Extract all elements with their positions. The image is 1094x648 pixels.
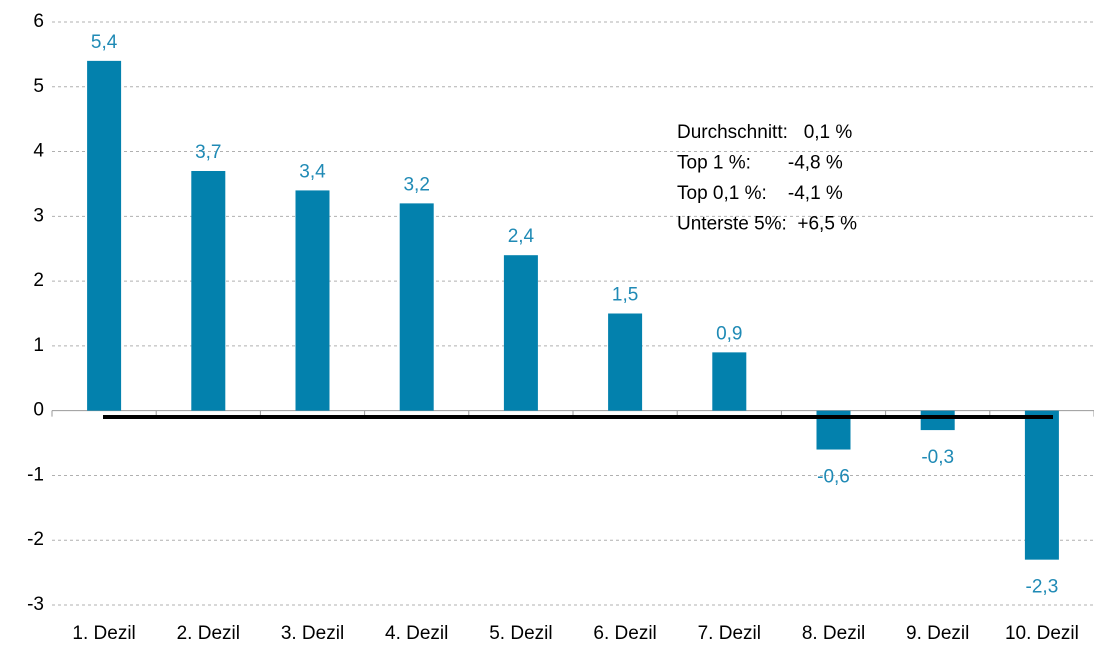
x-tick-label: 10. Dezil: [1005, 623, 1079, 644]
x-tick-label: 1. Dezil: [72, 623, 135, 644]
x-tick-label: 6. Dezil: [593, 623, 656, 644]
y-tick-label: 6: [33, 11, 44, 32]
bar: [1024, 410, 1059, 560]
value-label: 2,4: [508, 226, 535, 247]
x-tick-label: 5. Dezil: [489, 623, 552, 644]
x-tick-label: 7. Dezil: [698, 623, 761, 644]
y-tick-label: 1: [33, 335, 44, 356]
value-label: -2,3: [1026, 577, 1059, 598]
value-label: 3,7: [195, 142, 221, 163]
y-tick-label: 2: [33, 270, 44, 291]
value-label: -0,6: [817, 467, 850, 488]
value-label: 3,4: [299, 161, 326, 182]
annotation: Unterste 5%: +6,5 %: [677, 214, 857, 235]
x-tick-label: 8. Dezil: [802, 623, 865, 644]
y-tick-label: 4: [33, 141, 44, 162]
y-tick-label: 5: [33, 76, 44, 97]
x-tick-label: 9. Dezil: [906, 623, 969, 644]
bar: [608, 313, 643, 411]
value-label: 0,9: [716, 323, 742, 344]
value-label: -0,3: [921, 447, 954, 468]
bar: [920, 410, 955, 431]
bar: [503, 255, 538, 411]
x-tick-label: 3. Dezil: [281, 623, 344, 644]
bar: [399, 203, 434, 411]
value-label: 5,4: [91, 32, 118, 53]
y-tick-label: -1: [27, 464, 44, 485]
bar: [87, 60, 122, 411]
annotation: Top 0,1 %: -4,1 %: [677, 183, 843, 204]
y-tick-label: 0: [33, 400, 44, 421]
annotation: Top 1 %: -4,8 %: [677, 153, 843, 174]
value-label: 3,2: [403, 174, 429, 195]
y-tick-label: 3: [33, 205, 44, 226]
x-tick-label: 2. Dezil: [177, 623, 240, 644]
x-tick-label: 4. Dezil: [385, 623, 448, 644]
bar: [191, 170, 226, 411]
y-tick-label: -3: [27, 594, 44, 615]
annotation: Durchschnitt: 0,1 %: [677, 122, 852, 143]
value-label: 1,5: [612, 285, 638, 306]
bar: [712, 352, 747, 411]
y-tick-label: -2: [27, 529, 44, 550]
bar: [295, 190, 330, 411]
